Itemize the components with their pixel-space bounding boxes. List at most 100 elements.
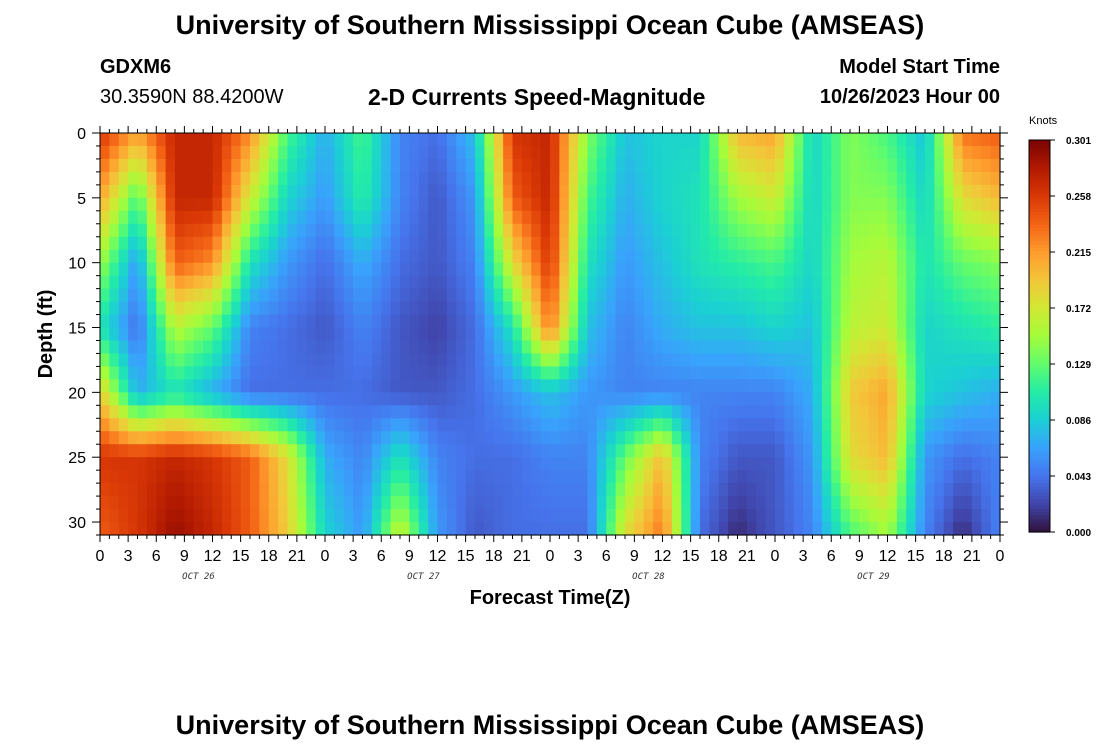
heatmap-cell	[381, 483, 392, 497]
heatmap-cell	[606, 301, 617, 316]
heatmap-cell	[128, 327, 139, 342]
heatmap-cell	[306, 522, 317, 536]
heatmap-cell	[775, 496, 785, 510]
heatmap-cell	[634, 509, 645, 523]
heatmap-cell	[765, 184, 776, 199]
heatmap-cell	[475, 353, 485, 368]
heatmap-cell	[221, 379, 232, 393]
heatmap-cell	[606, 379, 617, 393]
heatmap-cell	[953, 262, 964, 277]
heatmap-cell	[306, 431, 317, 445]
heatmap-cell	[634, 236, 645, 251]
heatmap-cell	[437, 353, 448, 368]
heatmap-cell	[756, 457, 767, 471]
heatmap-cell	[775, 470, 785, 484]
heatmap-cell	[165, 262, 176, 277]
heatmap-cell	[221, 171, 232, 186]
heatmap-cell	[400, 133, 410, 147]
heatmap-cell	[118, 158, 129, 173]
heatmap-cell	[409, 496, 420, 510]
heatmap-cell	[859, 275, 870, 290]
heatmap-cell	[175, 133, 185, 147]
heatmap-cell	[784, 223, 795, 238]
heatmap-cell	[971, 145, 982, 160]
heatmap-cell	[231, 522, 242, 536]
heatmap-cell	[456, 275, 467, 290]
heatmap-cell	[662, 184, 673, 199]
colorbar-swatch	[1029, 515, 1050, 520]
heatmap-cell	[175, 418, 185, 432]
heatmap-cell	[165, 366, 176, 380]
heatmap-cell	[746, 366, 757, 380]
heatmap-cell	[456, 262, 467, 277]
heatmap-cell	[512, 249, 523, 264]
heatmap-cell	[887, 379, 898, 393]
heatmap-cell	[587, 158, 598, 173]
heatmap-cell	[990, 158, 1001, 173]
heatmap-cell	[371, 275, 382, 290]
heatmap-cell	[100, 249, 110, 264]
heatmap-cell	[859, 158, 870, 173]
heatmap-cell	[559, 145, 570, 160]
heatmap-cell	[109, 327, 120, 342]
heatmap-cell	[990, 509, 1001, 523]
heatmap-cell	[446, 288, 457, 303]
heatmap-cell	[756, 288, 767, 303]
heatmap-cell	[128, 353, 139, 368]
heatmap-cell	[465, 171, 476, 186]
heatmap-cell	[137, 340, 148, 355]
heatmap-cell	[925, 353, 935, 368]
heatmap-cell	[953, 171, 964, 186]
heatmap-cell	[231, 145, 242, 160]
heatmap-cell	[456, 496, 467, 510]
heatmap-cell	[803, 483, 814, 497]
heatmap-cell	[465, 366, 476, 380]
heatmap-cell	[671, 223, 682, 238]
heatmap-cell	[109, 470, 120, 484]
heatmap-cell	[709, 197, 720, 212]
heatmap-cell	[400, 405, 410, 419]
heatmap-cell	[175, 522, 185, 536]
heatmap-cell	[887, 431, 898, 445]
heatmap-cell	[859, 483, 870, 497]
heatmap-cell	[315, 366, 326, 380]
heatmap-cell	[184, 340, 195, 355]
heatmap-cell	[925, 509, 935, 523]
heatmap-cell	[915, 197, 926, 212]
heatmap-cell	[896, 418, 907, 432]
heatmap-cell	[953, 301, 964, 316]
heatmap-cell	[456, 470, 467, 484]
heatmap-cell	[146, 236, 157, 251]
heatmap-cell	[850, 340, 860, 355]
heatmap-cell	[212, 171, 223, 186]
heatmap-cell	[962, 392, 973, 406]
heatmap-cell	[587, 340, 598, 355]
heatmap-cell	[334, 327, 345, 342]
heatmap-cell	[109, 457, 120, 471]
heatmap-cell	[437, 314, 448, 329]
heatmap-cell	[531, 236, 542, 251]
heatmap-cell	[221, 145, 232, 160]
heatmap-cell	[250, 210, 260, 225]
heatmap-cell	[606, 197, 617, 212]
heatmap-cell	[925, 184, 935, 199]
heatmap-cell	[915, 457, 926, 471]
heatmap-cell	[381, 496, 392, 510]
heatmap-cell	[137, 314, 148, 329]
heatmap-cell	[475, 379, 485, 393]
heatmap-cell	[503, 158, 514, 173]
heatmap-cell	[925, 392, 935, 406]
heatmap-cell	[925, 262, 935, 277]
heatmap-cell	[793, 496, 804, 510]
heatmap-cell	[990, 236, 1001, 251]
heatmap-cell	[540, 210, 551, 225]
heatmap-cell	[118, 314, 129, 329]
heatmap-cell	[250, 184, 260, 199]
heatmap-cell	[850, 522, 860, 536]
x-axis: 0 3 6 9 12 15 18 21 0 3 6 9 12 15 18 21 0 3 6 9 12 15 18 21 0 3 6 9…	[96, 126, 1005, 582]
x-axis-title: Forecast Time(Z)	[470, 587, 631, 609]
heatmap-cell	[981, 470, 992, 484]
heatmap-cell	[315, 431, 326, 445]
heatmap-cell	[362, 236, 373, 251]
